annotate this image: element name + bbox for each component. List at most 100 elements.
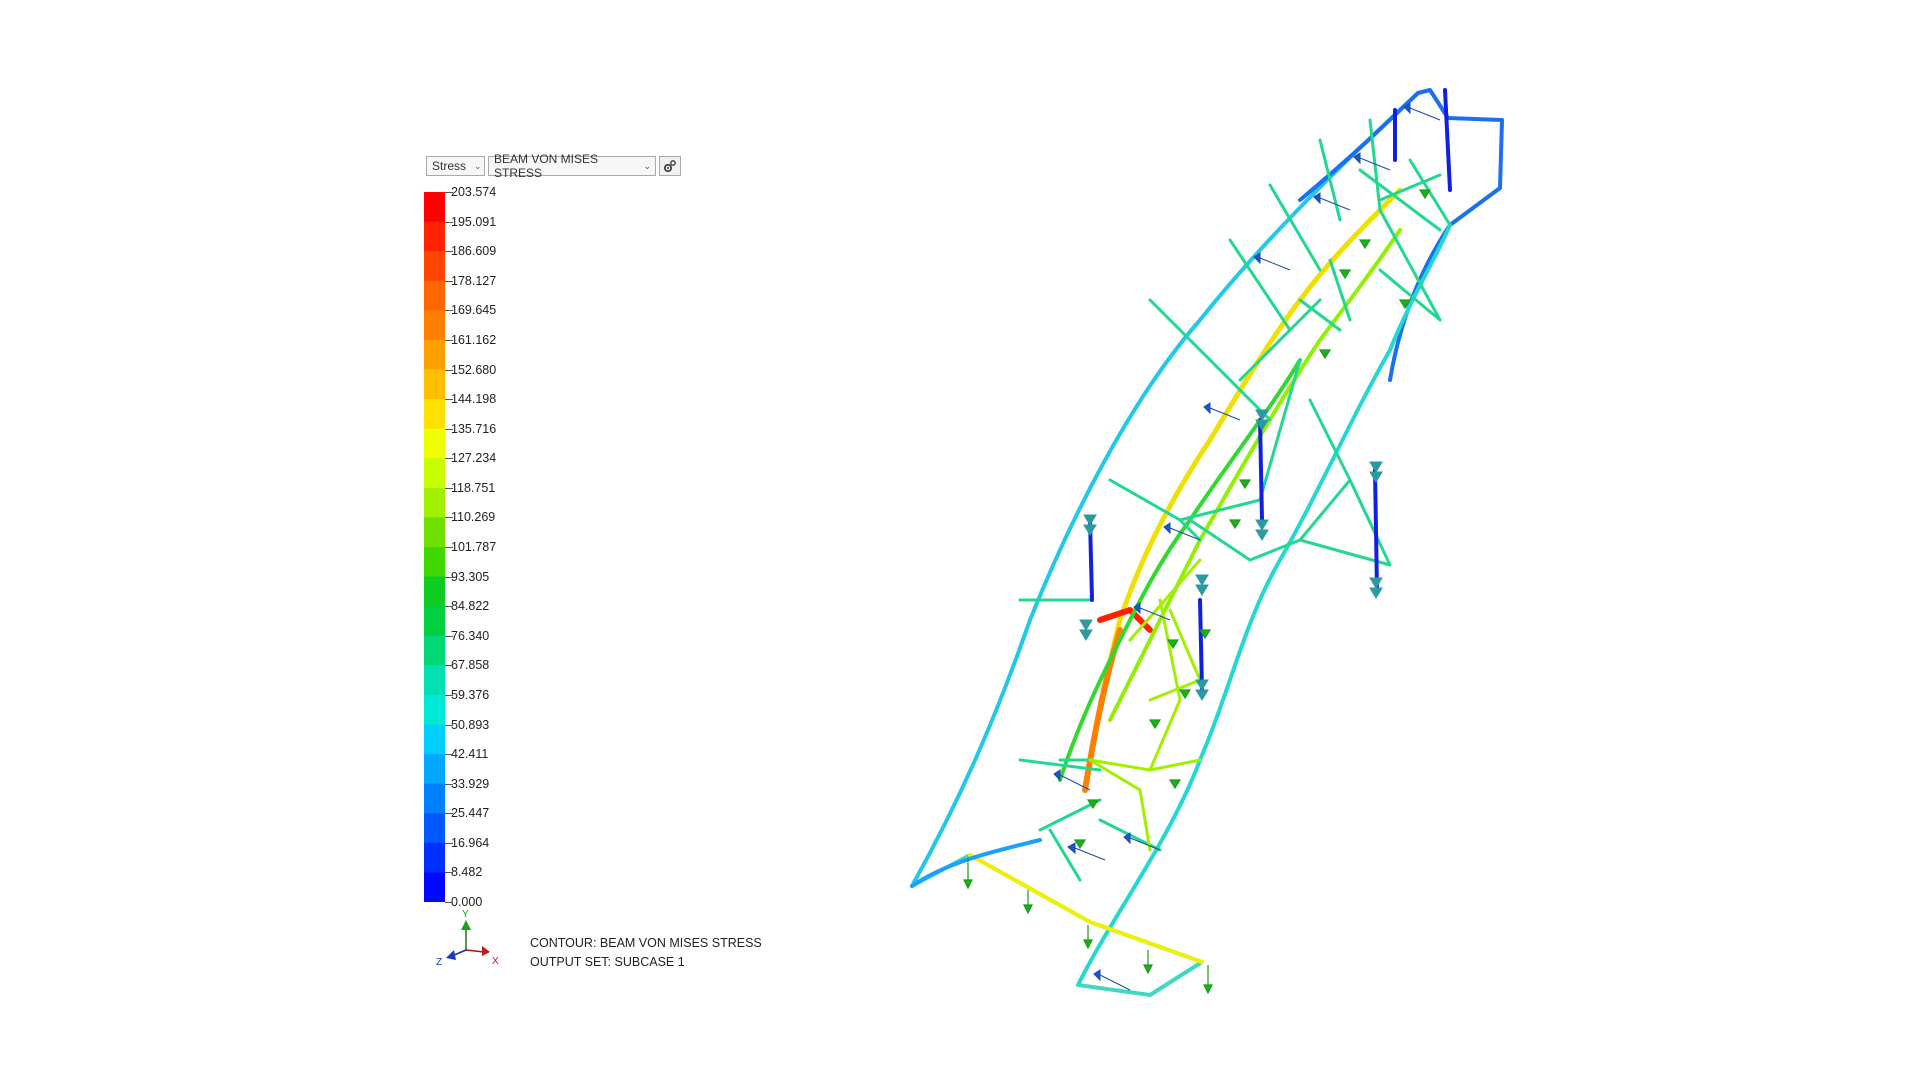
result-type-dropdown[interactable]: Stress ⌄ [426, 156, 485, 176]
legend-tick-label: 161.162 [451, 332, 497, 347]
result-name-dropdown[interactable]: BEAM VON MISES STRESS ⌄ [488, 152, 656, 180]
beam-webs-secondary [1088, 558, 1202, 852]
beam-outer-arc-upper [1298, 88, 1504, 382]
legend-tick-label: 203.574 [451, 185, 497, 199]
legend-tick-label: 59.376 [451, 687, 490, 702]
axis-triad: Y X Z [436, 909, 499, 968]
chevron-down-icon: ⌄ [474, 160, 482, 171]
x-axis-label: X [492, 956, 499, 967]
legend-color-band [424, 754, 445, 785]
result-type-value: Stress [432, 159, 467, 173]
legend-tick-label: 8.482 [451, 865, 483, 880]
result-toolbar: Stress ⌄ BEAM VON MISES STRESS ⌄ [426, 152, 681, 180]
legend-tick-mark [445, 635, 453, 637]
legend-tick-mark [445, 399, 453, 401]
legend-tick-label: 50.893 [451, 717, 490, 732]
legend-tick-label: 93.305 [451, 569, 490, 584]
y-axis-label: Y [462, 909, 469, 920]
legend-tick-label: 178.127 [451, 273, 497, 288]
legend-color-band [424, 635, 445, 666]
legend-tick-mark [445, 724, 453, 726]
legend-tick-mark [445, 487, 453, 489]
lateral-load-arrows [1053, 102, 1441, 991]
legend-tick-label: 144.198 [451, 392, 497, 407]
legend-color-band [424, 251, 445, 282]
legend-tick-label: 76.340 [451, 628, 490, 643]
legend-tick-mark [445, 310, 453, 312]
legend-tick-label: 16.964 [451, 835, 490, 850]
legend-tick-mark [445, 517, 453, 519]
legend-color-band [424, 192, 445, 223]
legend-tick-label: 0.000 [451, 895, 483, 909]
legend-color-band [424, 339, 445, 370]
beam-inner-arc [1076, 223, 1452, 987]
legend-color-band [424, 724, 445, 755]
legend-color-band [424, 310, 445, 341]
result-name-value: BEAM VON MISES STRESS [494, 152, 599, 180]
beam-third-chord [1058, 358, 1302, 782]
z-axis-arrow [446, 950, 456, 960]
legend-tick-mark [445, 694, 453, 696]
legend-color-band [424, 813, 445, 844]
legend-color-band [424, 783, 445, 814]
legend-tick-label: 67.858 [451, 658, 490, 673]
legend-tick-label: 152.680 [451, 362, 497, 377]
legend-tick-label: 127.234 [451, 451, 497, 466]
legend-tick-label: 84.822 [451, 599, 490, 614]
legend-color-band [424, 547, 445, 578]
legend-tick-label: 25.447 [451, 806, 490, 821]
legend-tick-mark [445, 251, 453, 253]
beam-bottom-outline [910, 853, 1204, 997]
legend-color-band [424, 694, 445, 725]
legend-color-band [424, 606, 445, 637]
legend-color-band [424, 517, 445, 548]
legend-tick-label: 42.411 [451, 747, 489, 762]
constraint-symbols [1079, 409, 1383, 701]
legend-tick-mark [445, 665, 453, 667]
legend-color-band [424, 872, 445, 902]
caption-output-set: OUTPUT SET: SUBCASE 1 [530, 955, 685, 969]
beam-outer-arc [910, 91, 1420, 888]
legend-tick-label: 33.929 [451, 776, 490, 791]
beam-webs [1018, 118, 1452, 882]
legend-tick-mark [445, 902, 453, 903]
legend-tick-label: 110.269 [451, 510, 496, 525]
legend-tick-mark [445, 458, 453, 460]
load-arrows [963, 189, 1432, 995]
legend-tick-mark [445, 813, 453, 815]
legend-color-band [424, 399, 445, 430]
legend-tick-mark [445, 221, 453, 223]
legend-tick-mark [445, 428, 453, 430]
legend-color-band [424, 428, 445, 459]
legend-color-band [424, 487, 445, 518]
legend-tick-mark [445, 754, 453, 756]
legend-tick-label: 186.609 [451, 244, 497, 259]
beam-second-chord [1108, 228, 1402, 722]
legend-color-band [424, 369, 445, 400]
legend-tick-mark [445, 339, 453, 341]
beam-bottom-chord [968, 853, 1204, 964]
chevron-down-icon: ⌄ [643, 160, 651, 171]
gear-icon [663, 160, 676, 173]
z-axis-label: Z [436, 957, 442, 968]
legend-tick-mark [445, 606, 453, 608]
beam-vertical-members [1088, 88, 1452, 692]
legend-tick-mark [445, 369, 453, 371]
legend-tick-label: 195.091 [451, 214, 497, 229]
contour-settings-button[interactable] [659, 156, 681, 176]
legend-tick-mark [445, 842, 453, 844]
legend-tick-label: 169.645 [451, 303, 497, 318]
legend-tick-mark [445, 280, 453, 282]
contour-caption: CONTOUR: BEAM VON MISES STRESS OUTPUT SE… [530, 934, 762, 972]
legend-tick-mark [445, 547, 453, 548]
legend-color-band [424, 665, 445, 696]
legend-tick-label: 101.787 [451, 540, 497, 554]
caption-contour: CONTOUR: BEAM VON MISES STRESS [530, 936, 762, 950]
legend-color-band [424, 458, 445, 489]
legend-tick-mark [445, 576, 453, 578]
legend-tick-mark [445, 783, 453, 785]
legend-color-band [424, 280, 445, 311]
legend-color-band [424, 221, 445, 252]
beam-bottom-left [910, 838, 1042, 888]
